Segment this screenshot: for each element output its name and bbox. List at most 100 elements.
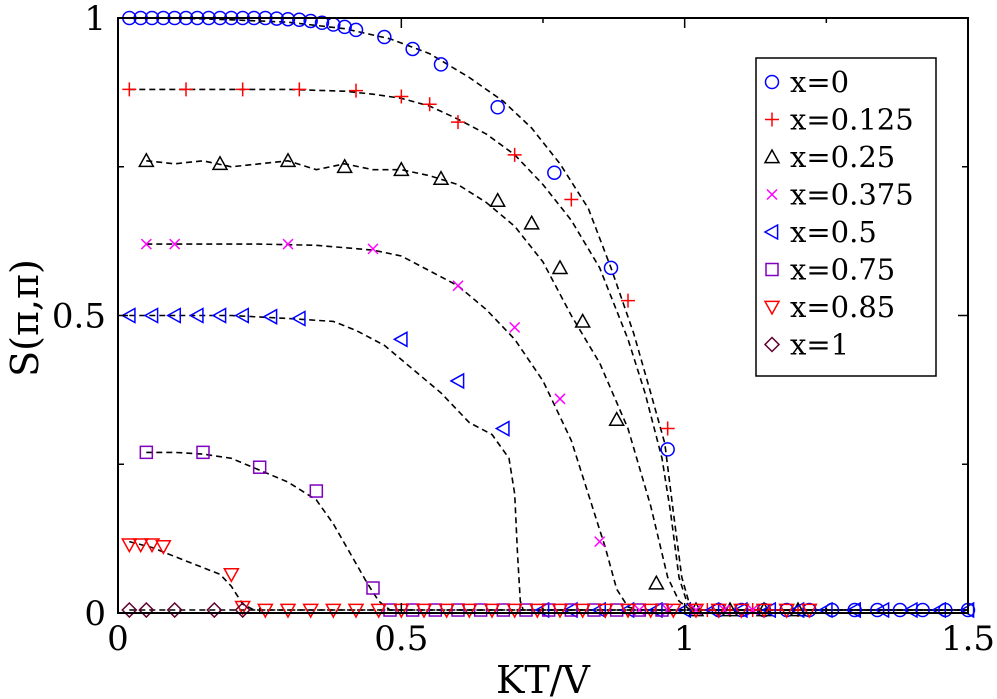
data-point [179,82,193,97]
series-line-5 [146,451,968,611]
legend-marker [765,112,779,127]
legend-marker [766,188,778,201]
data-point [336,158,353,174]
data-point [473,603,488,617]
series-3-points [140,238,759,616]
data-point [140,238,152,250]
data-point [551,603,569,619]
data-point [432,170,450,185]
data-point [710,603,727,619]
series-2-points [138,152,807,617]
data-point [211,155,229,171]
data-point [632,603,647,617]
data-point [642,603,659,619]
data-point [660,442,675,457]
y-tick-label: 0.5 [52,297,106,337]
data-point [621,293,635,308]
data-point [234,307,250,324]
x-axis-title: KT/V [496,658,591,699]
legend-marker [763,148,781,164]
y-tick-label: 1 [84,0,106,39]
data-point [122,82,137,97]
data-point [660,421,675,436]
data-point [138,152,155,168]
data-point [223,567,240,583]
data-point [166,307,182,324]
y-tick-label: 0 [84,594,106,634]
data-point [619,603,637,619]
data-point [574,603,591,619]
data-point [438,603,455,619]
data-point [789,601,807,617]
data-point [138,601,155,619]
data-point [892,602,908,618]
data-point [733,603,750,619]
legend-item: x=0.5 [763,215,877,249]
data-point [366,581,380,595]
y-axis-title: S(π,π) [3,259,47,377]
series-lines [129,17,968,611]
data-point [564,192,579,207]
data-point [188,307,204,324]
legend-marker [764,74,780,90]
data-point [234,600,251,616]
data-point [496,603,511,617]
legend-label: x=0 [790,65,849,99]
data-point [422,97,437,112]
x-tick-label: 0 [107,619,129,659]
data-point [551,259,569,275]
series-line-1 [129,88,968,611]
data-point [349,83,363,98]
data-point [257,603,274,619]
axis-tick-labels: 0 0.5 1 1.5 0 0.5 1 [52,0,995,659]
data-point [483,603,501,619]
legend-marker [765,262,779,277]
data-point [506,603,523,619]
data-point [196,445,210,460]
data-point [870,602,885,618]
legend-label: x=0.125 [790,103,914,137]
data-point [655,603,669,617]
data-point [405,603,420,617]
data-point [608,411,625,426]
data-point [529,603,546,619]
legend-marker [763,336,781,353]
data-point [494,420,510,437]
series-1-points [122,82,805,618]
series-7-points [121,601,251,619]
data-point [665,603,682,619]
legend-item: x=0.75 [765,253,895,287]
legend-label: x=0.85 [790,290,895,324]
data-point [206,601,223,619]
data-point [282,238,294,250]
data-point [451,115,465,130]
data-point [211,307,227,324]
data-point [302,603,319,619]
data-point [648,574,665,590]
data-point [303,13,318,29]
data-point [721,601,739,617]
legend-item: x=0.375 [766,178,914,212]
data-point [433,57,449,72]
data-point [143,307,159,324]
legend-label: x=1 [790,328,849,362]
data-point [314,15,330,31]
data-point [687,603,705,619]
data-point [290,310,306,327]
data-point [143,538,161,554]
data-point [139,445,154,460]
data-point [490,100,505,115]
legend-item: x=1 [763,328,849,362]
series-5-points [139,445,669,617]
data-point [169,238,181,250]
series-6-points [121,538,818,619]
data-point [234,601,251,619]
data-point [377,29,392,45]
data-point [370,603,387,619]
data-point [415,603,433,619]
series-line-3 [146,243,968,611]
data-point [280,11,296,27]
data-point [292,12,307,28]
